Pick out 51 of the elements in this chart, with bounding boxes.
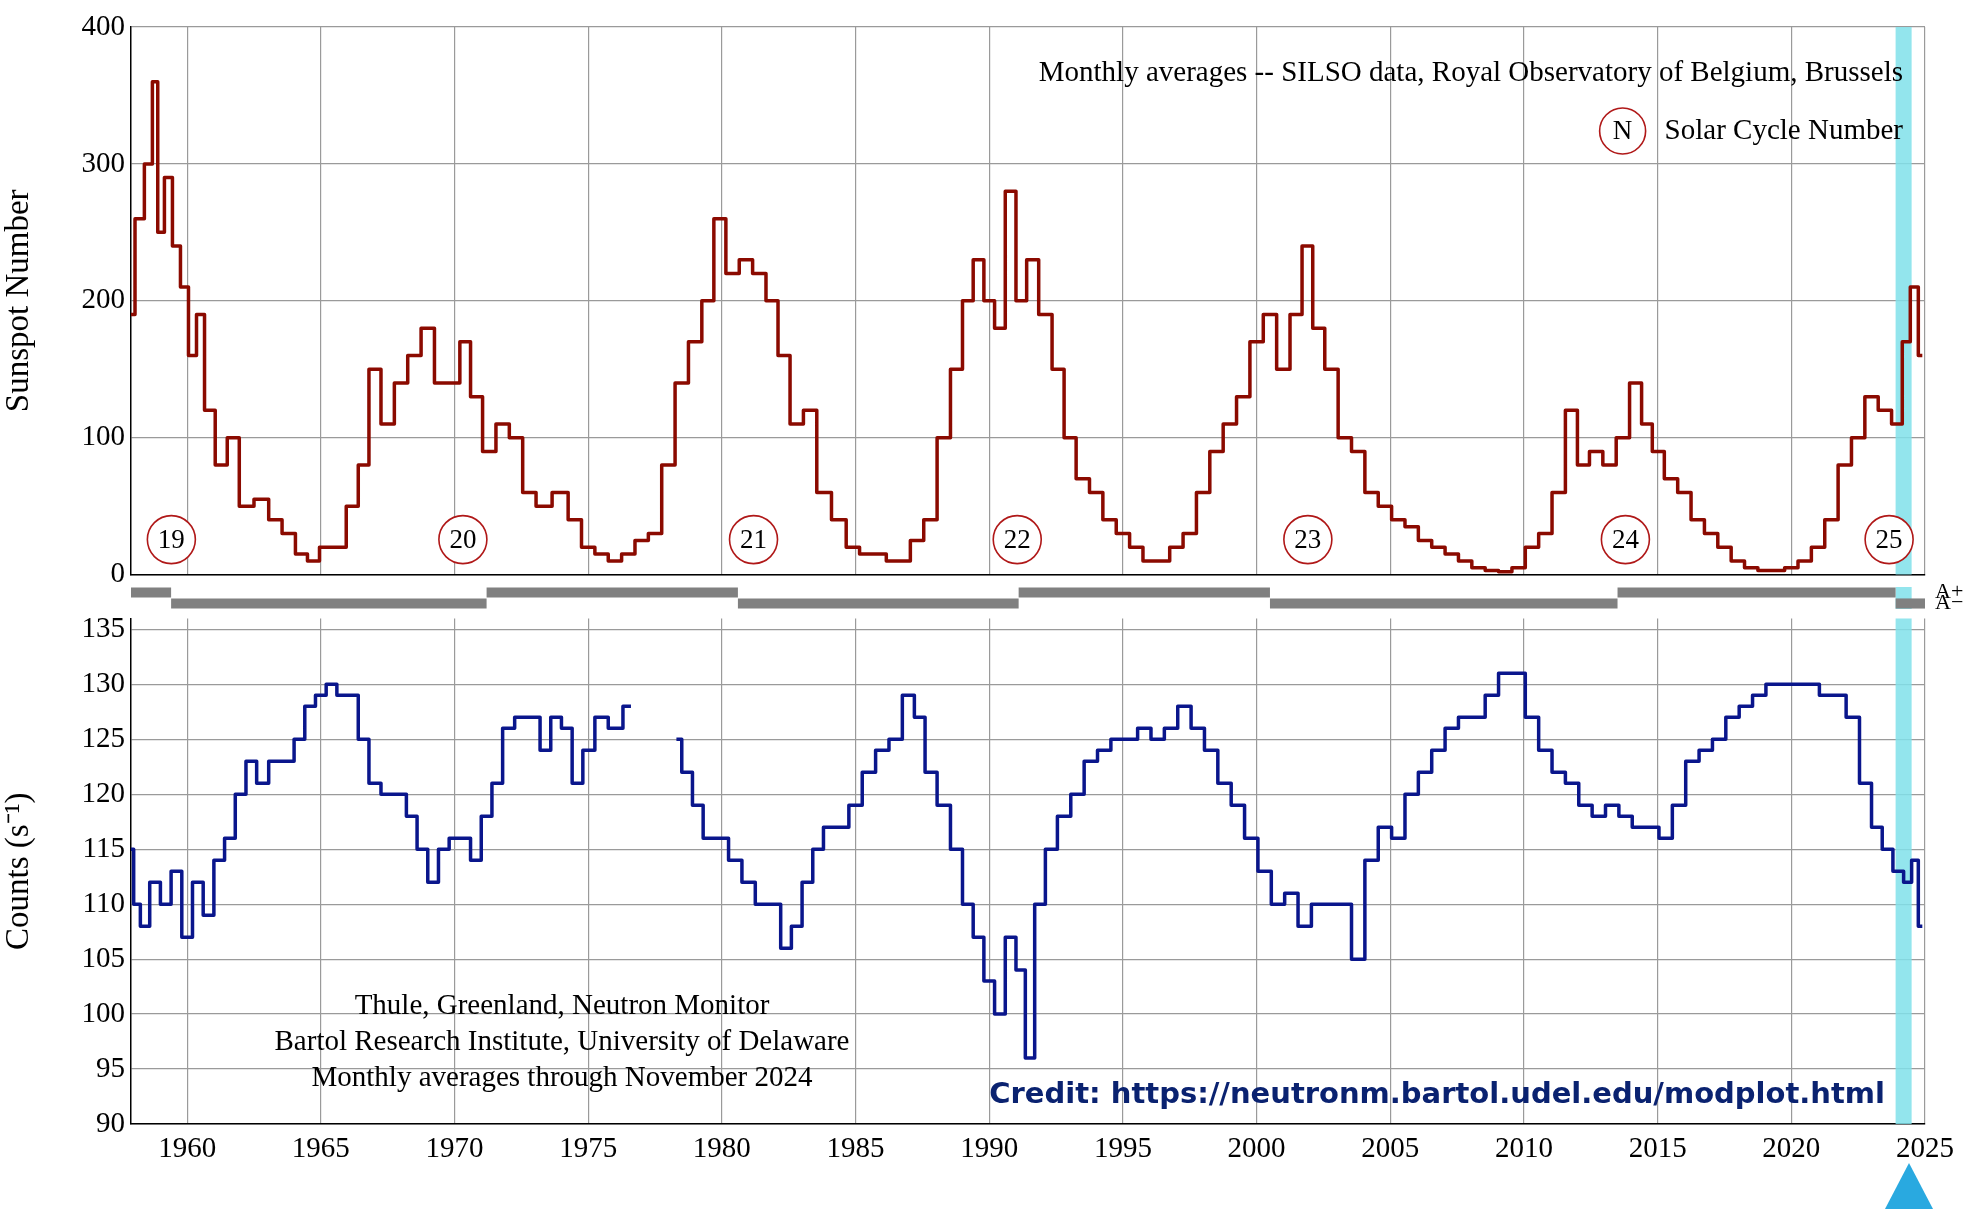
y-tick-label: 135 — [81, 611, 125, 643]
annotation: 19 — [157, 523, 185, 554]
x-tick-label: 1975 — [559, 1131, 618, 1164]
annotation: 20 — [449, 523, 477, 554]
y-axis-title: Counts (s⁻¹) — [0, 792, 37, 950]
y-tick-label: 110 — [82, 885, 125, 918]
y-axis-title: Sunspot Number — [0, 189, 36, 413]
x-tick-label: 1980 — [692, 1131, 751, 1164]
y-tick-label: 400 — [81, 8, 125, 41]
y-tick-label: 120 — [81, 775, 125, 808]
annotation: Solar Cycle Number — [1664, 112, 1904, 145]
x-tick-label: 1960 — [158, 1131, 217, 1164]
annotation: Monthly averages -- SILSO data, Royal Observatory of Belgium, Brussels — [1038, 54, 1903, 87]
y-tick-label: 200 — [81, 282, 125, 315]
y-tick-label: 105 — [81, 940, 125, 973]
x-tick-label: 2025 — [1896, 1131, 1954, 1164]
bar — [131, 587, 172, 598]
y-tick-label: 0 — [110, 556, 125, 589]
bar — [1269, 598, 1618, 609]
x-tick-label: 2020 — [1762, 1131, 1821, 1164]
x-tick-label: 1985 — [826, 1131, 885, 1164]
x-tick-label: 1990 — [960, 1131, 1019, 1164]
x-tick-label: 1995 — [1093, 1131, 1152, 1164]
annotation: Bartol Research Institute, University of Delaware — [274, 1024, 850, 1057]
x-tick-label: 2010 — [1494, 1131, 1553, 1164]
x-tick-label: 1965 — [291, 1131, 350, 1164]
annotation: Credit: https://neutronm.bartol.udel.edu/modplot.html — [989, 1075, 1885, 1110]
bar — [486, 587, 738, 598]
x-tick-label: 1970 — [425, 1131, 484, 1164]
y-tick-label: 95 — [96, 1050, 125, 1083]
annotation: N — [1612, 115, 1633, 146]
bar — [737, 598, 1019, 609]
annotation: 25 — [1875, 523, 1903, 554]
annotation: 22 — [1003, 523, 1031, 554]
y-tick-label: 100 — [81, 419, 125, 452]
annotation: 24 — [1611, 523, 1640, 554]
y-tick-label: 115 — [82, 830, 125, 863]
annotation: 23 — [1294, 523, 1322, 554]
y-tick-label: 300 — [81, 145, 125, 178]
y-tick-label: 130 — [81, 665, 125, 698]
y-tick-label: 125 — [81, 720, 125, 753]
annotation: Monthly averages through November 2024 — [311, 1060, 813, 1093]
y-tick-label: 100 — [81, 995, 125, 1028]
annotation: Thule, Greenland, Neutron Monitor — [354, 988, 770, 1021]
x-tick-label: 2015 — [1628, 1131, 1687, 1164]
bar — [171, 598, 487, 609]
y-tick-label: 90 — [96, 1105, 125, 1138]
annotation: 21 — [740, 523, 768, 554]
x-tick-label: 2005 — [1361, 1131, 1420, 1164]
bar — [1018, 587, 1270, 598]
x-tick-label: 2000 — [1227, 1131, 1286, 1164]
